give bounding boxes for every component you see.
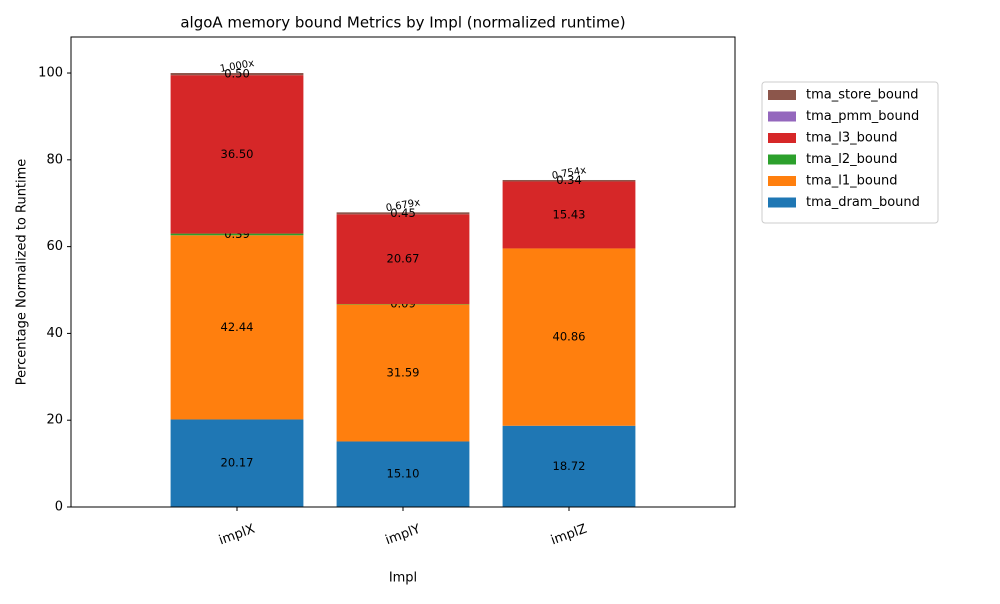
x-axis-label: Impl [389,571,417,586]
legend-label: tma_dram_bound [806,195,920,210]
legend-label: tma_store_bound [806,88,919,103]
value-label: 15.10 [387,467,420,481]
value-label: 42.44 [221,320,254,334]
legend-swatch [768,198,796,208]
y-tick-label: 100 [38,66,63,81]
value-label: 20.17 [221,456,254,470]
chart-title: algoA memory bound Metrics by Impl (norm… [180,14,625,32]
y-tick-label: 0 [55,500,63,515]
legend-swatch [768,176,796,186]
value-label: 15.43 [553,207,586,221]
legend-label: tma_l2_bound [806,152,898,167]
legend-label: tma_l1_bound [806,174,898,189]
value-label: 31.59 [387,365,420,379]
y-axis-label: Percentage Normalized to Runtime [15,159,30,386]
legend-label: tma_l3_bound [806,131,898,146]
legend-swatch [768,155,796,165]
legend-swatch [768,133,796,143]
y-tick-label: 40 [46,326,63,341]
legend-label: tma_pmm_bound [806,109,919,124]
y-tick-label: 20 [46,413,63,428]
legend-swatch [768,112,796,122]
value-label: 36.50 [221,147,254,161]
y-tick-label: 60 [46,239,63,254]
legend-swatch [768,90,796,100]
value-label: 40.86 [553,330,586,344]
value-label: 20.67 [387,252,420,266]
y-tick-label: 80 [46,152,63,167]
value-label: 18.72 [553,459,586,473]
